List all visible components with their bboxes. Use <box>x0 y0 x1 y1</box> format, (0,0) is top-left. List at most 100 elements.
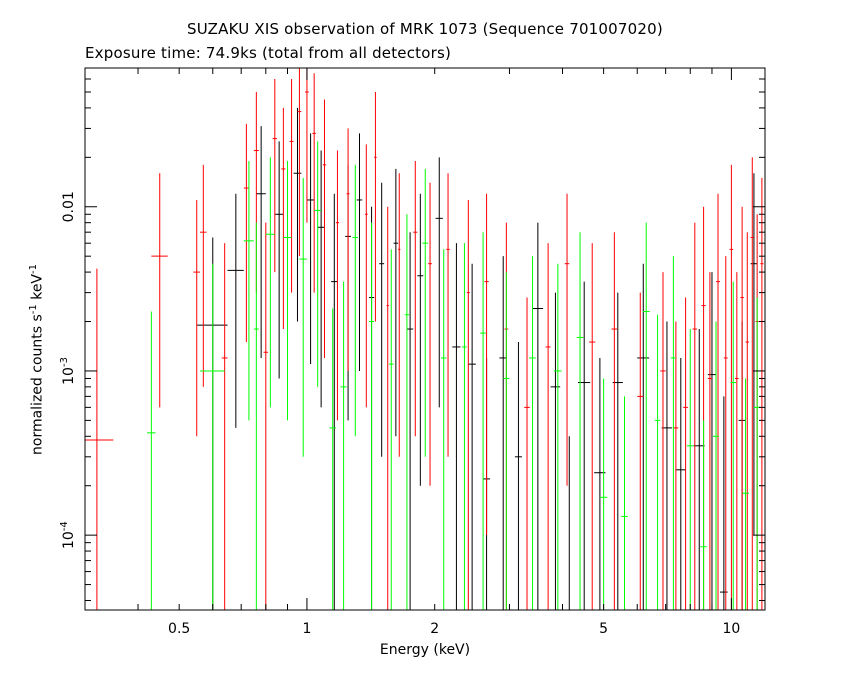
data-point-red-16 <box>346 128 350 371</box>
data-point-black-19 <box>499 256 507 610</box>
data-point-black-23 <box>564 436 574 611</box>
data-point-green-5 <box>283 160 292 421</box>
data-point-black-11 <box>379 182 385 457</box>
data-point-green-17 <box>480 232 486 610</box>
data-point-red-8 <box>272 78 277 273</box>
data-point-black-15 <box>435 157 443 408</box>
data-point-black-6 <box>317 150 325 408</box>
data-point-black-1 <box>227 193 244 428</box>
y-axis-label-exp2: -1 <box>28 264 39 274</box>
data-point-red-9 <box>281 107 286 330</box>
x-tick-label-4: 10 <box>722 621 740 637</box>
data-point-green-16 <box>462 243 467 610</box>
data-point-green-14 <box>422 168 429 457</box>
data-point-red-11 <box>297 68 302 257</box>
chart-subtitle: Exposure time: 74.9ks (total from all de… <box>85 44 452 62</box>
data-point-green-6 <box>299 177 307 457</box>
data-point-green-1 <box>200 263 225 610</box>
data-point-black-21 <box>532 222 544 610</box>
data-point-green-4 <box>265 157 275 408</box>
data-point-red-42 <box>735 272 739 610</box>
data-point-red-45 <box>750 157 754 610</box>
data-point-red-36 <box>692 222 698 610</box>
y-tick-label-0: 10-4 <box>59 521 77 549</box>
y-axis-label: normalized counts s-1 keV-1 <box>28 264 46 455</box>
data-point-red-22 <box>428 182 432 486</box>
data-point-green-8 <box>329 308 336 610</box>
data-point-green-24 <box>642 222 650 610</box>
data-point-red-41 <box>729 164 734 610</box>
data-point-red-21 <box>413 160 418 437</box>
data-point-black-5 <box>306 133 315 365</box>
y-axis-label-exp1: -1 <box>28 304 39 315</box>
data-point-green-13 <box>404 214 410 610</box>
data-point-black-34 <box>750 173 758 536</box>
data-point-red-32 <box>637 292 644 610</box>
data-point-red-0 <box>85 268 114 610</box>
data-point-green-30 <box>730 281 736 610</box>
data-point-red-19 <box>386 206 389 610</box>
data-point-black-7 <box>331 193 338 610</box>
y-tick-label-1: 10-3 <box>59 357 77 385</box>
data-point-green-31 <box>742 378 749 610</box>
data-point-green-9 <box>340 281 347 610</box>
data-point-red-23 <box>446 173 450 457</box>
x-tick-label-0: 0.5 <box>168 621 190 637</box>
data-point-red-47 <box>760 177 764 610</box>
y-tick-label-2: 0.01 <box>61 191 77 222</box>
data-point-green-27 <box>686 329 694 610</box>
data-point-red-24 <box>466 199 470 610</box>
data-point-green-32 <box>753 297 761 610</box>
data-point-red-10 <box>289 78 294 293</box>
data-point-black-0 <box>196 237 228 610</box>
data-point-red-43 <box>740 206 744 610</box>
data-point-red-44 <box>745 232 749 610</box>
data-point-red-34 <box>673 321 679 610</box>
data-point-green-10 <box>352 164 359 437</box>
data-point-green-19 <box>529 256 536 610</box>
chart-title: SUZAKU XIS observation of MRK 1073 (Sequ… <box>187 20 663 38</box>
data-point-black-29 <box>675 357 686 610</box>
data-point-black-17 <box>468 263 476 610</box>
data-point-green-21 <box>576 232 584 610</box>
data-point-red-3 <box>200 164 207 387</box>
x-tick-label-2: 2 <box>430 621 439 637</box>
data-point-red-35 <box>683 297 688 610</box>
data-point-black-31 <box>707 272 717 610</box>
data-point-red-15 <box>335 150 340 421</box>
data-point-red-28 <box>545 243 551 610</box>
data-point-red-33 <box>660 272 666 610</box>
data-point-green-18 <box>503 272 510 610</box>
data-point-green-11 <box>368 222 375 610</box>
data-point-red-40 <box>723 256 728 610</box>
data-point-red-31 <box>611 232 618 610</box>
data-point-green-29 <box>712 321 720 610</box>
y-tick-exponent-0: -4 <box>59 521 70 531</box>
data-point-green-26 <box>670 256 676 610</box>
x-tick-label-1: 1 <box>302 621 311 637</box>
data-point-green-20 <box>553 263 562 610</box>
data-point-red-7 <box>263 222 269 610</box>
data-point-green-23 <box>621 396 628 610</box>
data-point-red-39 <box>716 193 720 610</box>
data-point-black-20 <box>514 342 522 610</box>
data-point-red-2 <box>193 199 201 437</box>
data-point-red-25 <box>484 193 489 536</box>
data-point-red-12 <box>305 68 309 223</box>
data-point-red-38 <box>707 272 712 610</box>
plot-frame <box>84 67 766 611</box>
data-point-green-2 <box>243 160 254 421</box>
data-point-black-32 <box>719 396 728 610</box>
data-point-green-3 <box>253 222 259 610</box>
data-point-red-17 <box>364 144 368 408</box>
y-axis-label-text: normalized counts s <box>29 314 46 455</box>
data-point-black-3 <box>274 141 284 379</box>
data-point-green-15 <box>441 249 447 610</box>
data-point-red-13 <box>312 73 316 293</box>
data-point-red-14 <box>322 99 327 358</box>
data-point-black-22 <box>550 292 561 610</box>
data-point-black-12 <box>393 168 399 437</box>
y-tick-exponent-1: -3 <box>59 357 70 367</box>
data-point-green-25 <box>654 314 661 610</box>
